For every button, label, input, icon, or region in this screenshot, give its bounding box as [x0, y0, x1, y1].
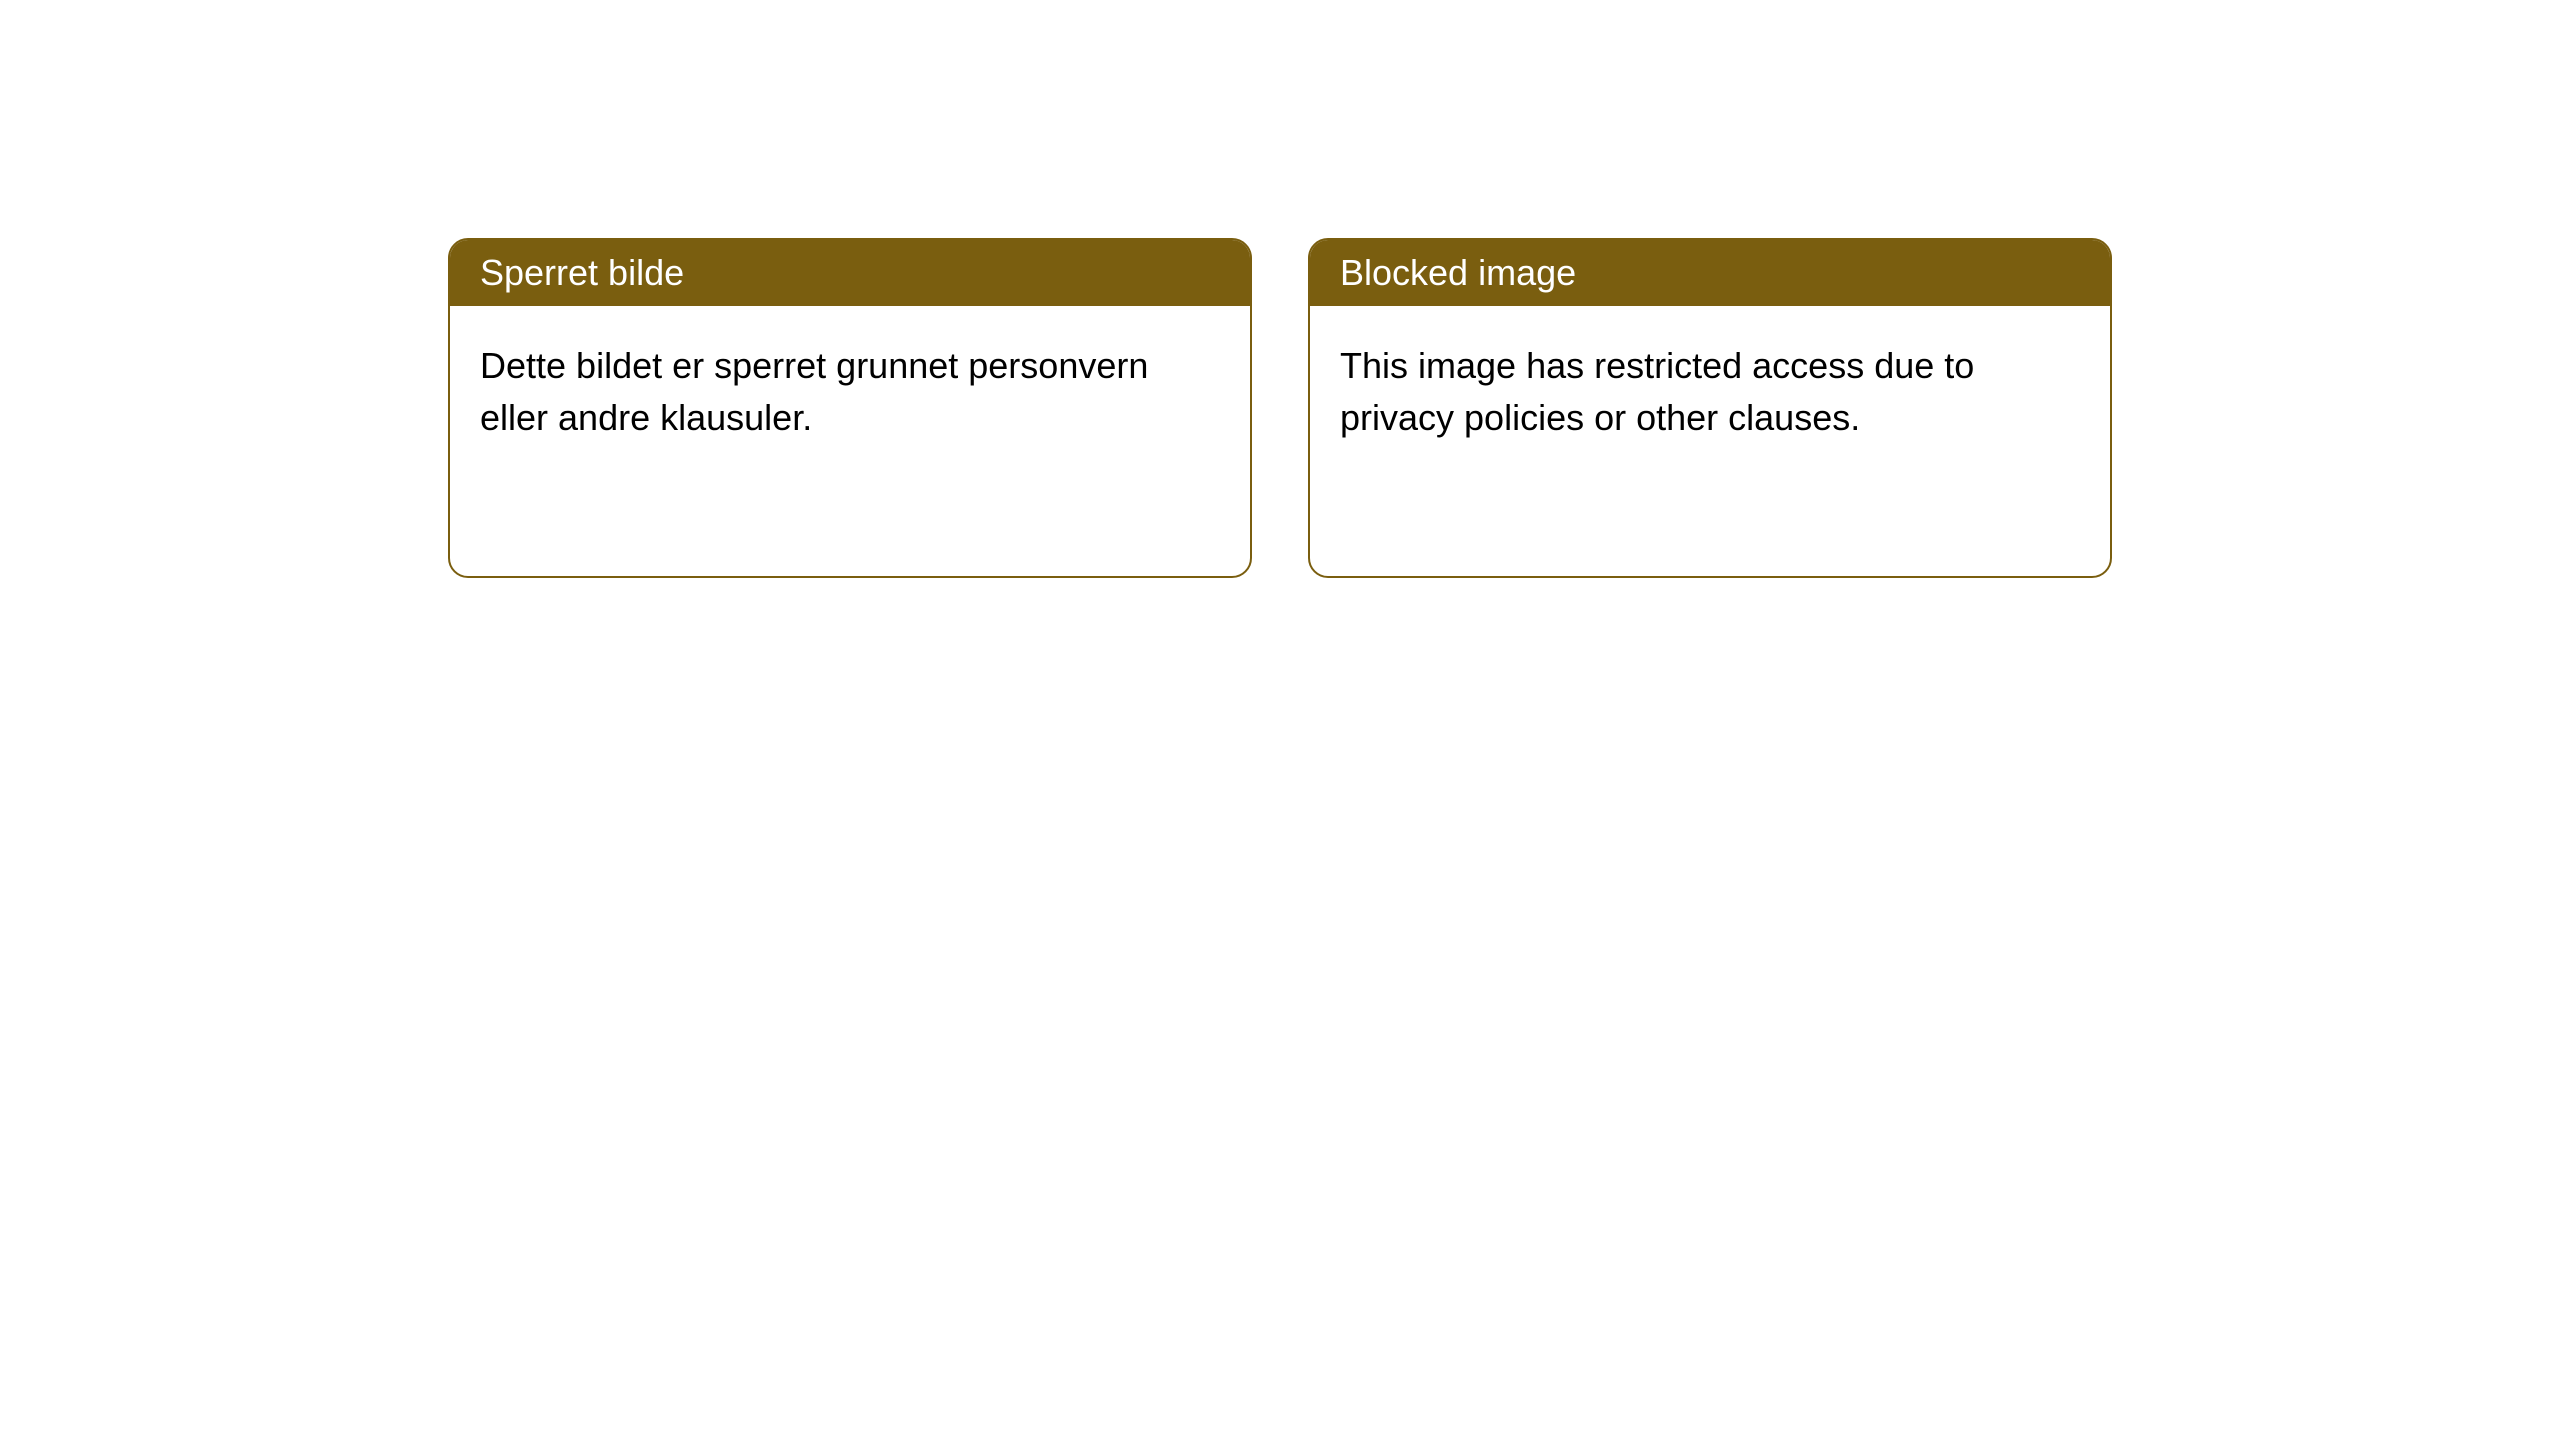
card-body-text: Dette bildet er sperret grunnet personve…	[480, 340, 1168, 444]
card-title: Blocked image	[1340, 252, 1576, 293]
card-body-text: This image has restricted access due to …	[1340, 340, 2028, 444]
card-body: This image has restricted access due to …	[1310, 306, 2110, 478]
notice-card-norwegian: Sperret bilde Dette bildet er sperret gr…	[448, 238, 1252, 578]
notice-cards-container: Sperret bilde Dette bildet er sperret gr…	[448, 238, 2112, 578]
card-header: Blocked image	[1310, 240, 2110, 306]
notice-card-english: Blocked image This image has restricted …	[1308, 238, 2112, 578]
card-body: Dette bildet er sperret grunnet personve…	[450, 306, 1250, 478]
card-header: Sperret bilde	[450, 240, 1250, 306]
card-title: Sperret bilde	[480, 252, 684, 293]
